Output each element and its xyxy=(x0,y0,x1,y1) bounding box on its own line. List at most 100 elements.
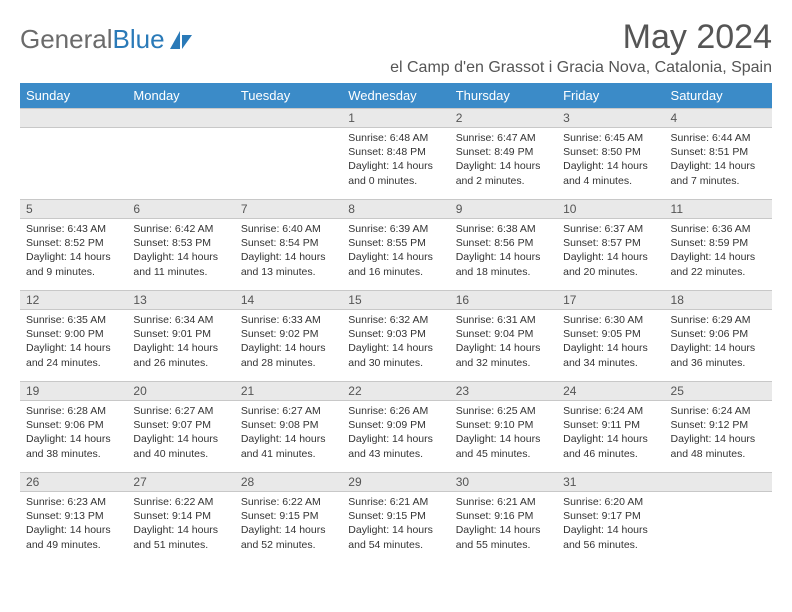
sunrise-line: Sunrise: 6:32 AM xyxy=(348,313,443,327)
sunrise-line: Sunrise: 6:38 AM xyxy=(456,222,551,236)
day-number-cell xyxy=(235,109,342,128)
day-number-row: 1234 xyxy=(20,109,772,128)
day-content-cell: Sunrise: 6:39 AMSunset: 8:55 PMDaylight:… xyxy=(342,219,449,291)
daylight-line: Daylight: 14 hours and 45 minutes. xyxy=(456,432,551,460)
day-content-cell: Sunrise: 6:37 AMSunset: 8:57 PMDaylight:… xyxy=(557,219,664,291)
daylight-line: Daylight: 14 hours and 2 minutes. xyxy=(456,159,551,187)
day-content-cell: Sunrise: 6:24 AMSunset: 9:12 PMDaylight:… xyxy=(665,401,772,473)
logo-sail-icon xyxy=(168,29,194,51)
sunset-line: Sunset: 8:48 PM xyxy=(348,145,443,159)
day-content-cell: Sunrise: 6:42 AMSunset: 8:53 PMDaylight:… xyxy=(127,219,234,291)
weekday-header: Thursday xyxy=(450,83,557,109)
day-content-cell: Sunrise: 6:25 AMSunset: 9:10 PMDaylight:… xyxy=(450,401,557,473)
day-content-cell: Sunrise: 6:31 AMSunset: 9:04 PMDaylight:… xyxy=(450,310,557,382)
day-number-cell: 7 xyxy=(235,200,342,219)
day-content-cell: Sunrise: 6:21 AMSunset: 9:15 PMDaylight:… xyxy=(342,492,449,564)
daylight-line: Daylight: 14 hours and 51 minutes. xyxy=(133,523,228,551)
day-content-cell: Sunrise: 6:44 AMSunset: 8:51 PMDaylight:… xyxy=(665,128,772,200)
sunset-line: Sunset: 9:06 PM xyxy=(26,418,121,432)
daylight-line: Daylight: 14 hours and 18 minutes. xyxy=(456,250,551,278)
sunrise-line: Sunrise: 6:26 AM xyxy=(348,404,443,418)
sunrise-line: Sunrise: 6:29 AM xyxy=(671,313,766,327)
daylight-line: Daylight: 14 hours and 20 minutes. xyxy=(563,250,658,278)
sunrise-line: Sunrise: 6:28 AM xyxy=(26,404,121,418)
day-number-cell: 3 xyxy=(557,109,664,128)
day-number-cell: 2 xyxy=(450,109,557,128)
sunset-line: Sunset: 9:07 PM xyxy=(133,418,228,432)
header: GeneralBlue May 2024 el Camp d'en Grasso… xyxy=(20,18,772,77)
day-number-cell: 12 xyxy=(20,291,127,310)
sunset-line: Sunset: 8:53 PM xyxy=(133,236,228,250)
weekday-header-row: SundayMondayTuesdayWednesdayThursdayFrid… xyxy=(20,83,772,109)
day-number-cell: 24 xyxy=(557,382,664,401)
daylight-line: Daylight: 14 hours and 40 minutes. xyxy=(133,432,228,460)
sunrise-line: Sunrise: 6:34 AM xyxy=(133,313,228,327)
sunrise-line: Sunrise: 6:40 AM xyxy=(241,222,336,236)
day-number-cell: 16 xyxy=(450,291,557,310)
daylight-line: Daylight: 14 hours and 43 minutes. xyxy=(348,432,443,460)
day-number-cell: 1 xyxy=(342,109,449,128)
sunset-line: Sunset: 9:01 PM xyxy=(133,327,228,341)
day-number-cell: 21 xyxy=(235,382,342,401)
weekday-header: Tuesday xyxy=(235,83,342,109)
logo-text-general: General xyxy=(20,24,113,55)
sunrise-line: Sunrise: 6:33 AM xyxy=(241,313,336,327)
daylight-line: Daylight: 14 hours and 24 minutes. xyxy=(26,341,121,369)
day-number-row: 567891011 xyxy=(20,200,772,219)
sunrise-line: Sunrise: 6:22 AM xyxy=(241,495,336,509)
sunset-line: Sunset: 9:16 PM xyxy=(456,509,551,523)
location: el Camp d'en Grassot i Gracia Nova, Cata… xyxy=(390,59,772,77)
day-number-row: 12131415161718 xyxy=(20,291,772,310)
sunset-line: Sunset: 9:03 PM xyxy=(348,327,443,341)
day-content-cell: Sunrise: 6:30 AMSunset: 9:05 PMDaylight:… xyxy=(557,310,664,382)
sunrise-line: Sunrise: 6:44 AM xyxy=(671,131,766,145)
day-content-cell xyxy=(20,128,127,200)
daylight-line: Daylight: 14 hours and 30 minutes. xyxy=(348,341,443,369)
day-number-cell: 14 xyxy=(235,291,342,310)
sunrise-line: Sunrise: 6:21 AM xyxy=(348,495,443,509)
day-number-row: 19202122232425 xyxy=(20,382,772,401)
sunrise-line: Sunrise: 6:39 AM xyxy=(348,222,443,236)
day-number-cell: 30 xyxy=(450,473,557,492)
day-number-cell: 10 xyxy=(557,200,664,219)
daylight-line: Daylight: 14 hours and 11 minutes. xyxy=(133,250,228,278)
sunset-line: Sunset: 8:54 PM xyxy=(241,236,336,250)
day-number-cell: 19 xyxy=(20,382,127,401)
daylight-line: Daylight: 14 hours and 0 minutes. xyxy=(348,159,443,187)
sunrise-line: Sunrise: 6:21 AM xyxy=(456,495,551,509)
sunset-line: Sunset: 9:17 PM xyxy=(563,509,658,523)
day-number-cell: 22 xyxy=(342,382,449,401)
daylight-line: Daylight: 14 hours and 48 minutes. xyxy=(671,432,766,460)
day-number-cell: 9 xyxy=(450,200,557,219)
day-content-cell: Sunrise: 6:20 AMSunset: 9:17 PMDaylight:… xyxy=(557,492,664,564)
day-number-cell: 29 xyxy=(342,473,449,492)
sunrise-line: Sunrise: 6:27 AM xyxy=(133,404,228,418)
sunrise-line: Sunrise: 6:35 AM xyxy=(26,313,121,327)
day-content-cell: Sunrise: 6:27 AMSunset: 9:07 PMDaylight:… xyxy=(127,401,234,473)
daylight-line: Daylight: 14 hours and 46 minutes. xyxy=(563,432,658,460)
sunset-line: Sunset: 8:56 PM xyxy=(456,236,551,250)
daylight-line: Daylight: 14 hours and 56 minutes. xyxy=(563,523,658,551)
logo-text-blue: Blue xyxy=(113,24,165,55)
sunrise-line: Sunrise: 6:37 AM xyxy=(563,222,658,236)
sunset-line: Sunset: 8:55 PM xyxy=(348,236,443,250)
day-content-cell: Sunrise: 6:43 AMSunset: 8:52 PMDaylight:… xyxy=(20,219,127,291)
day-number-cell: 31 xyxy=(557,473,664,492)
sunrise-line: Sunrise: 6:20 AM xyxy=(563,495,658,509)
sunrise-line: Sunrise: 6:24 AM xyxy=(563,404,658,418)
day-content-cell: Sunrise: 6:21 AMSunset: 9:16 PMDaylight:… xyxy=(450,492,557,564)
daylight-line: Daylight: 14 hours and 4 minutes. xyxy=(563,159,658,187)
daylight-line: Daylight: 14 hours and 32 minutes. xyxy=(456,341,551,369)
daylight-line: Daylight: 14 hours and 13 minutes. xyxy=(241,250,336,278)
logo: GeneralBlue xyxy=(20,18,194,55)
daylight-line: Daylight: 14 hours and 38 minutes. xyxy=(26,432,121,460)
day-content-cell: Sunrise: 6:45 AMSunset: 8:50 PMDaylight:… xyxy=(557,128,664,200)
sunset-line: Sunset: 8:57 PM xyxy=(563,236,658,250)
day-number-cell: 17 xyxy=(557,291,664,310)
sunrise-line: Sunrise: 6:48 AM xyxy=(348,131,443,145)
sunrise-line: Sunrise: 6:30 AM xyxy=(563,313,658,327)
day-content-row: Sunrise: 6:35 AMSunset: 9:00 PMDaylight:… xyxy=(20,310,772,382)
day-number-cell: 18 xyxy=(665,291,772,310)
sunset-line: Sunset: 9:02 PM xyxy=(241,327,336,341)
daylight-line: Daylight: 14 hours and 55 minutes. xyxy=(456,523,551,551)
